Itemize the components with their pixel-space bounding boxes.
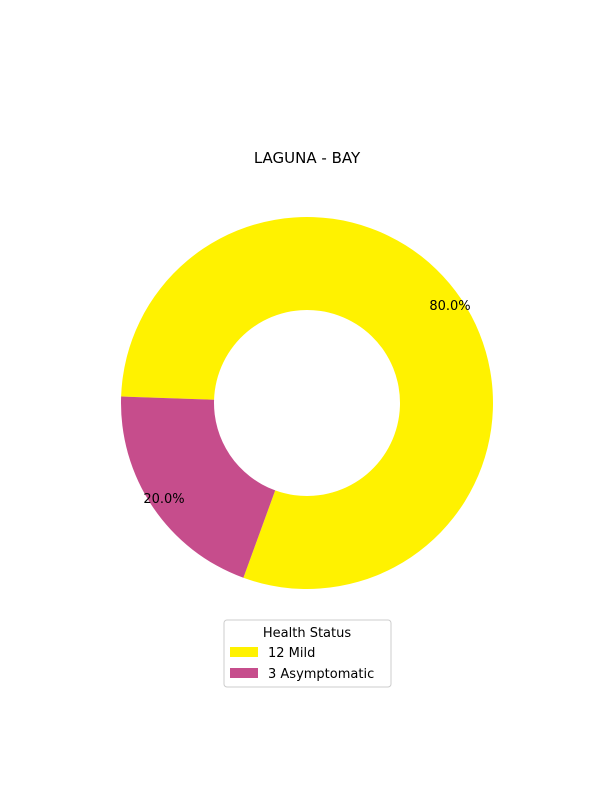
slice-label-asymptomatic: 20.0% [143, 492, 184, 507]
chart-title: LAGUNA - BAY [254, 149, 361, 167]
slice-label-mild: 80.0% [429, 299, 470, 314]
legend-frame [223, 619, 392, 688]
slice-mild [121, 217, 493, 590]
slice-asymptomatic [121, 396, 276, 578]
legend-label-mild: 12 Mild [268, 646, 315, 661]
legend-label-asymptomatic: 3 Asymptomatic [268, 667, 374, 682]
slices-group [121, 217, 493, 590]
legend-title: Health Status [263, 626, 351, 641]
legend-swatch-mild [230, 647, 258, 657]
legend-swatch-asymptomatic [230, 668, 258, 678]
legend-items: 12 Mild 3 Asymptomatic [230, 646, 374, 682]
legend: Health Status 12 Mild 3 Asymptomatic [223, 619, 392, 688]
slice-labels-group: 80.0% 20.0% [143, 299, 470, 507]
